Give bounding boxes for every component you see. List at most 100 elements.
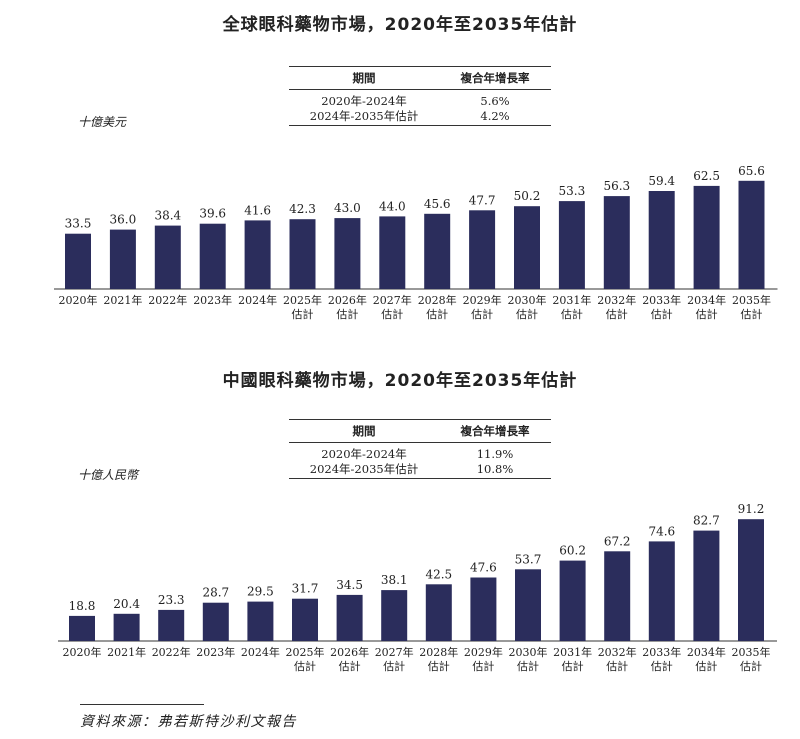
bar	[738, 519, 764, 641]
x-tick-label: 估計	[517, 659, 539, 673]
bar	[693, 185, 720, 289]
data-label: 53.7	[515, 552, 542, 566]
x-tick-label: 2020年	[59, 293, 98, 307]
data-label: 42.3	[289, 202, 316, 216]
x-tick-label: 2027年	[373, 293, 412, 307]
x-tick-label: 2030年	[508, 293, 547, 307]
bar	[604, 551, 631, 641]
bar	[693, 530, 720, 641]
cagr-header-period: 期間	[352, 424, 376, 438]
data-label: 53.3	[559, 184, 586, 198]
cagr-rate: 4.2%	[480, 108, 510, 123]
cagr-row: 2020年-2024年 5.6%	[289, 93, 551, 108]
x-tick-label: 2034年	[687, 293, 726, 307]
bar	[154, 225, 181, 289]
cagr-period: 2020年-2024年	[321, 446, 407, 461]
x-tick-label: 2035年	[732, 293, 771, 307]
cagr-rate: 11.9%	[476, 446, 514, 461]
data-label: 47.6	[470, 561, 497, 575]
data-label: 62.5	[693, 169, 720, 183]
data-label: 18.8	[69, 599, 96, 613]
data-label: 42.5	[425, 567, 452, 581]
x-tick-label: 2029年	[464, 645, 503, 659]
x-tick-label: 估計	[339, 659, 361, 673]
cagr-period: 2020年-2024年	[321, 93, 407, 108]
data-label: 43.0	[334, 201, 361, 215]
bar	[558, 201, 585, 289]
chart-title-china: 中國眼科藥物市場，2020年至2035年估計	[222, 371, 578, 391]
x-tick-label: 估計	[741, 307, 763, 321]
cagr-period: 2024年-2035年估計	[309, 461, 419, 476]
bar	[113, 613, 140, 641]
chart-title-global: 全球眼科藥物市場，2020年至2035年估計	[222, 15, 578, 35]
bar-chart-china: 18.8 2020年 20.4 2021年 23.3 2022年 28.7 2023年 29.5…	[58, 502, 777, 673]
x-tick-label: 估計	[292, 307, 314, 321]
bar	[334, 218, 361, 290]
bar	[515, 569, 541, 641]
data-label: 45.6	[424, 197, 451, 211]
data-label: 47.7	[469, 193, 496, 207]
x-tick-label: 2033年	[642, 293, 681, 307]
x-tick-label: 估計	[381, 307, 403, 321]
x-tick-label: 2027年	[375, 645, 414, 659]
x-tick-label: 2024年	[241, 645, 280, 659]
cagr-period: 2024年-2035年估計	[309, 108, 419, 123]
data-label: 82.7	[693, 514, 720, 528]
bar	[425, 584, 452, 641]
data-label: 36.0	[110, 213, 137, 227]
x-tick-label: 2024年	[238, 293, 277, 307]
data-label: 41.6	[244, 203, 271, 217]
x-tick-label: 2034年	[687, 645, 726, 659]
cagr-rate: 5.6%	[480, 93, 510, 108]
bar	[336, 594, 363, 641]
cagr-rate: 10.8%	[476, 461, 514, 476]
data-label: 20.4	[113, 597, 140, 611]
data-label: 44.0	[379, 199, 406, 213]
data-label: 59.4	[648, 174, 675, 188]
x-tick-label: 2028年	[418, 293, 457, 307]
x-tick-label: 2021年	[107, 645, 146, 659]
cagr-table-header: 期間 複合年增長率	[289, 66, 551, 90]
x-tick-label: 估計	[696, 307, 718, 321]
x-tick-label: 2032年	[598, 645, 637, 659]
x-tick-label: 估計	[294, 659, 316, 673]
bar	[247, 601, 274, 641]
data-label: 29.5	[247, 585, 274, 599]
data-label: 31.7	[292, 582, 319, 596]
data-label: 28.7	[202, 586, 229, 600]
bar	[381, 590, 408, 641]
bar	[199, 223, 226, 289]
bar	[738, 180, 765, 289]
x-tick-label: 2025年	[283, 293, 322, 307]
cagr-table-global: 期間 複合年增長率 2020年-2024年 5.6% 2024年-2035年估計…	[289, 66, 551, 126]
x-tick-label: 估計	[426, 307, 448, 321]
data-label: 65.6	[738, 164, 765, 178]
x-tick-label: 估計	[695, 659, 717, 673]
x-tick-label: 估計	[740, 659, 762, 673]
data-label: 60.2	[559, 544, 586, 558]
source-divider	[80, 704, 204, 705]
x-tick-label: 估計	[561, 307, 583, 321]
bar	[202, 602, 229, 641]
x-tick-label: 2021年	[103, 293, 142, 307]
cagr-table-china: 期間 複合年增長率 2020年-2024年 11.9% 2024年-2035年估…	[289, 419, 551, 479]
cagr-header-rate: 複合年增長率	[460, 71, 530, 85]
data-label: 38.4	[154, 209, 181, 223]
data-label: 74.6	[648, 524, 675, 538]
data-label: 23.3	[158, 593, 185, 607]
x-tick-label: 估計	[516, 307, 538, 321]
data-label: 56.3	[603, 179, 630, 193]
x-tick-label: 估計	[606, 307, 628, 321]
x-tick-label: 估計	[606, 659, 628, 673]
x-tick-label: 2031年	[553, 645, 592, 659]
y-unit-label-china: 十億人民幣	[78, 468, 139, 482]
bar	[648, 191, 675, 289]
bar	[470, 577, 497, 641]
cagr-table-header: 期間 複合年增長率	[289, 419, 551, 443]
data-label: 34.5	[336, 578, 363, 592]
x-tick-label: 估計	[472, 659, 494, 673]
x-tick-label: 2023年	[196, 645, 235, 659]
x-tick-label: 2022年	[152, 645, 191, 659]
bar-chart-global: 33.5 2020年 36.0 2021年 38.4 2022年 39.6 2023年 41.6…	[54, 164, 778, 321]
data-label: 91.2	[738, 502, 765, 516]
